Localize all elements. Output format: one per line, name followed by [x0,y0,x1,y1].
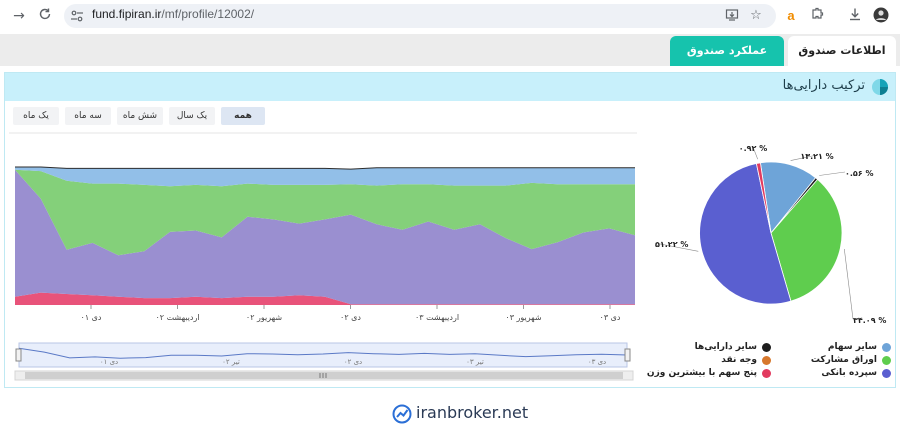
panel-header: ترکیب دارایی‌ها [5,73,895,101]
navigator-label: دی ۰۳ [588,358,606,366]
download-icon[interactable] [846,7,864,25]
browser-toolbar: → fund.fipiran.ir/mf/profile/12002/ ☆ a [0,0,900,32]
range-three-months-button[interactable]: سه ماه [65,107,111,125]
x-tick-label: دی ۰۱ [81,313,102,322]
legend-dot-cash [762,356,771,365]
area-series-2 [15,169,635,256]
pie-label-connector [844,248,854,320]
scrollbar-grip [319,373,327,378]
brand-logo-icon [392,404,412,424]
legend-dot-bank-deposit [882,369,891,378]
url-path: /mf/profile/12002/ [161,7,255,21]
stack-top-line [15,166,635,170]
legend-label: سایر دارایی‌ها [694,342,757,352]
url-host: fund.fipiran.ir [92,7,162,21]
legend-label: سایر سهام [827,342,877,352]
navigator-handle-right[interactable] [624,348,631,362]
legend-item[interactable]: پنج سهم با بیشترین وزن [647,367,771,381]
legend-dot-top-five-stocks [762,369,771,378]
navigator-label: تیر ۰۲ [222,358,240,366]
amazon-extension-icon[interactable]: a [787,8,795,23]
pie-chart-icon [872,79,888,95]
tab-fund-info[interactable]: اطلاعات صندوق [788,36,896,66]
pie-slice[interactable] [699,163,792,305]
panel-title: ترکیب دارایی‌ها [782,78,865,93]
pie-data-label: ۰.۵۶ % [845,169,874,178]
pie-data-label: ۳۴.۰۹ % [853,316,886,325]
legend-item[interactable]: سپرده بانکی [791,367,891,381]
area-series-0 [15,292,635,305]
x-tick-label: شهریور ۰۳ [505,313,541,322]
pie-legend: سایر سهام سایر دارایی‌ها اوراق مشارکت وج… [647,341,891,381]
pie-slice[interactable] [759,161,817,234]
x-tick-label: دی ۰۲ [340,313,361,322]
range-all-button[interactable]: همه [221,107,265,125]
legend-label: وجه نقد [721,355,757,365]
navigator-series [18,347,628,359]
navigator-window[interactable] [18,342,628,368]
navigator-label: دی ۰۲ [344,358,362,366]
navigator-handle-left[interactable] [15,348,22,362]
pie-slice[interactable] [770,178,843,302]
extensions-icon[interactable] [808,7,826,25]
address-bar[interactable]: fund.fipiran.ir/mf/profile/12002/ ☆ [64,4,776,28]
pie-slice[interactable] [755,162,772,234]
pie-label-connector [819,171,846,176]
asset-composition-area-chart: دی ۰۱ اردیبهشت ۰۲ شهریور ۰۲ دی ۰۲ اردیبهشت ۰… [9,132,637,381]
legend-label: سپرده بانکی [821,368,877,378]
pie-data-label: ۰.۹۲ % [739,144,768,153]
range-selector: یک ماه سه ماه شش ماه یک سال همه [13,107,265,125]
legend-dot-other-stocks [882,343,891,352]
profile-avatar[interactable] [872,7,890,25]
legend-item[interactable]: سایر سهام [791,341,891,355]
x-tick-label: اردیبهشت ۰۲ [155,313,199,322]
x-tick-label: اردیبهشت ۰۳ [415,313,459,322]
pie-label-connector [752,146,758,160]
legend-item[interactable]: وجه نقد [661,354,771,368]
range-one-year-button[interactable]: یک سال [169,107,215,125]
url-text[interactable]: fund.fipiran.ir/mf/profile/12002/ [92,7,254,21]
area-series-1 [15,169,635,305]
star-icon[interactable]: ☆ [750,8,762,23]
brand-name: iranbroker.net [416,403,529,422]
asset-composition-panel: ترکیب دارایی‌ها یک ماه سه ماه شش ماه یک … [4,72,896,388]
pie-data-label: ۱۳.۲۱ % [800,152,833,161]
x-tick-label: دی ۰۳ [600,313,621,322]
navigator-label: دی ۰۱ [100,358,118,366]
pie-label-connector [654,242,699,252]
navigator-label: تیر ۰۳ [466,358,484,366]
x-tick-label: شهریور ۰۲ [246,313,282,322]
fund-tabs: اطلاعات صندوق عملکرد صندوق [0,34,900,66]
scrollbar-thumb[interactable] [25,372,623,379]
install-icon[interactable] [724,8,740,24]
pie-label-connector [790,154,818,161]
pie-data-label: ۵۱.۲۲ % [655,240,688,249]
legend-item[interactable]: سایر دارایی‌ها [661,341,771,355]
range-one-month-button[interactable]: یک ماه [13,107,59,125]
legend-dot-other-assets [762,343,771,352]
legend-dot-participation-bonds [882,356,891,365]
asset-composition-pie-chart: ۱۳.۲۱ % ۰.۵۶ % ۳۴.۰۹ % ۵۱.۲۲ % ۰.۹۲ % [654,144,886,325]
area-series-3 [15,167,635,187]
tab-fund-performance[interactable]: عملکرد صندوق [670,36,784,66]
legend-item[interactable]: اوراق مشارکت [791,354,891,368]
range-six-months-button[interactable]: شش ماه [117,107,163,125]
reload-icon[interactable] [36,7,54,25]
back-arrow-icon[interactable]: → [13,8,25,24]
legend-label: پنج سهم با بیشترین وزن [646,368,757,378]
tune-icon[interactable] [70,9,84,23]
legend-label: اوراق مشارکت [810,355,877,365]
